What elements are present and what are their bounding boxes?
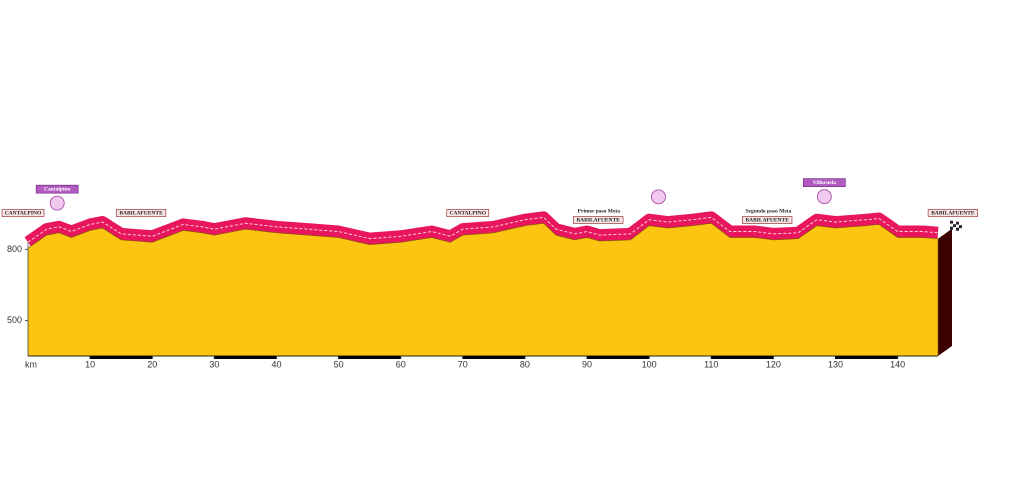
band-highlight	[27, 216, 939, 243]
town-label: CANTALPINO	[5, 210, 42, 216]
finish-flag	[950, 220, 953, 224]
meta-note: Primer paso Meta	[578, 208, 621, 214]
x-tick-label: 60	[396, 359, 406, 369]
x-tick-label: 50	[334, 359, 344, 369]
town-box	[742, 216, 793, 224]
x-tick-label: 20	[147, 359, 157, 369]
x-axis-label: km	[25, 359, 37, 369]
sprint-label: Villoruela	[813, 180, 837, 186]
x-tick-label: 120	[766, 359, 781, 369]
finish-flag	[953, 227, 956, 231]
finish-flag	[956, 221, 959, 225]
elevation-area	[27, 223, 939, 357]
y-tick-label: 500	[7, 315, 22, 325]
town-box	[573, 216, 624, 224]
y-tick-label: 800	[7, 244, 22, 254]
town-label: BABILAFUENTE	[119, 210, 163, 216]
finish-flag	[959, 222, 962, 226]
town-box	[927, 209, 979, 217]
finish-flag	[956, 227, 959, 231]
x-tick-label: 110	[704, 359, 718, 369]
sprint-box	[35, 184, 79, 194]
x-tick-label: 80	[520, 359, 530, 369]
x-tick-label: 40	[271, 359, 281, 369]
finish-flag	[959, 225, 962, 229]
x-tick-label: 70	[458, 359, 468, 369]
finish-flag	[950, 226, 953, 230]
town-label: BABILAFUENTE	[745, 217, 789, 223]
profile-side	[938, 228, 952, 356]
finish-flag	[953, 221, 956, 225]
x-tick-label: 100	[642, 359, 657, 369]
x-tick-label: 30	[209, 359, 219, 369]
sprint-marker	[651, 189, 666, 205]
x-tick-label: 130	[828, 359, 843, 369]
x-tick-label: 10	[85, 359, 95, 369]
town-box	[446, 209, 490, 217]
town-label: BABILAFUENTE	[931, 210, 975, 216]
town-box	[115, 209, 167, 217]
sprint-label: Cantalpino	[44, 186, 71, 192]
meta-note: Segundo paso Meta	[746, 208, 792, 214]
sprint-box	[803, 178, 846, 187]
town-label: CANTALPINO	[449, 210, 486, 216]
sprint-marker	[49, 195, 65, 211]
finish-flag	[959, 228, 962, 232]
x-tick-label: 140	[890, 359, 905, 369]
finish-flag	[950, 223, 953, 227]
finish-flag	[956, 224, 959, 228]
sprint-marker	[816, 189, 832, 205]
x-tick-label: 90	[582, 359, 592, 369]
finish-flag	[953, 224, 956, 228]
town-label: BABILAFUENTE	[577, 217, 621, 223]
town-box	[1, 209, 45, 217]
